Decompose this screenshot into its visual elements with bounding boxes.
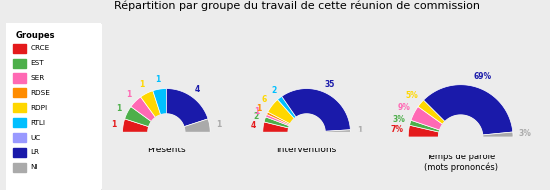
Text: 3%: 3% (393, 115, 405, 124)
Polygon shape (393, 137, 529, 155)
Text: Groupes: Groupes (15, 31, 54, 40)
Text: Répartition par groupe du travail de cette réunion de commission: Répartition par groupe du travail de cet… (114, 1, 480, 11)
Polygon shape (153, 89, 166, 115)
Polygon shape (325, 130, 350, 132)
Text: 5%: 5% (405, 91, 418, 100)
Text: 4: 4 (195, 85, 200, 94)
Text: 35: 35 (325, 80, 335, 89)
Bar (13, 103, 26, 112)
Text: 1: 1 (358, 126, 362, 135)
Text: SER: SER (31, 75, 45, 81)
Polygon shape (141, 91, 161, 117)
Bar (13, 88, 26, 97)
Text: 1: 1 (256, 105, 261, 113)
Polygon shape (266, 114, 290, 126)
Polygon shape (282, 89, 350, 131)
Bar (13, 133, 26, 142)
Text: UC: UC (31, 135, 41, 141)
Text: 1: 1 (217, 120, 222, 129)
Polygon shape (184, 119, 210, 132)
Polygon shape (418, 100, 445, 124)
FancyBboxPatch shape (4, 21, 103, 190)
Bar (13, 73, 26, 83)
Bar (13, 148, 26, 157)
Text: 7%: 7% (390, 125, 404, 134)
Polygon shape (268, 100, 294, 124)
Text: Temps de parole
(mots prononcés): Temps de parole (mots prononcés) (424, 152, 498, 172)
Polygon shape (408, 125, 439, 137)
Text: 1: 1 (116, 104, 122, 113)
Text: EST: EST (31, 60, 44, 66)
Text: 2: 2 (253, 112, 258, 121)
Text: 6: 6 (262, 95, 267, 104)
Polygon shape (267, 112, 290, 125)
Polygon shape (424, 85, 513, 135)
Text: LR: LR (31, 149, 40, 155)
Text: 9%: 9% (397, 103, 410, 112)
Text: 1: 1 (255, 107, 260, 116)
Text: Interventions: Interventions (277, 145, 337, 154)
Text: 4: 4 (251, 121, 256, 131)
Text: 3%: 3% (518, 130, 531, 139)
Bar (13, 163, 26, 172)
Polygon shape (264, 117, 289, 128)
Polygon shape (263, 122, 289, 132)
Polygon shape (148, 114, 185, 132)
Polygon shape (438, 115, 483, 137)
Text: 69%: 69% (473, 72, 491, 82)
Bar (13, 59, 26, 68)
Polygon shape (278, 96, 296, 119)
Polygon shape (250, 132, 364, 148)
Text: 1: 1 (156, 75, 161, 84)
Polygon shape (288, 114, 325, 132)
Polygon shape (123, 119, 149, 132)
Polygon shape (125, 107, 151, 127)
Text: RDPI: RDPI (31, 105, 48, 111)
Bar (13, 118, 26, 127)
Polygon shape (166, 89, 208, 127)
Text: NI: NI (31, 164, 38, 170)
Text: 1: 1 (140, 80, 145, 89)
Polygon shape (131, 97, 156, 122)
Polygon shape (109, 132, 223, 148)
Text: 1: 1 (111, 120, 116, 129)
Text: 1: 1 (126, 90, 131, 99)
Text: CRCE: CRCE (31, 45, 50, 51)
Polygon shape (411, 107, 443, 130)
Text: RTLI: RTLI (31, 120, 46, 126)
Text: 2: 2 (271, 86, 276, 95)
Polygon shape (410, 120, 440, 132)
Bar (13, 44, 26, 53)
Text: RDSE: RDSE (31, 90, 51, 96)
Text: Présents: Présents (147, 145, 186, 154)
Polygon shape (482, 132, 513, 137)
